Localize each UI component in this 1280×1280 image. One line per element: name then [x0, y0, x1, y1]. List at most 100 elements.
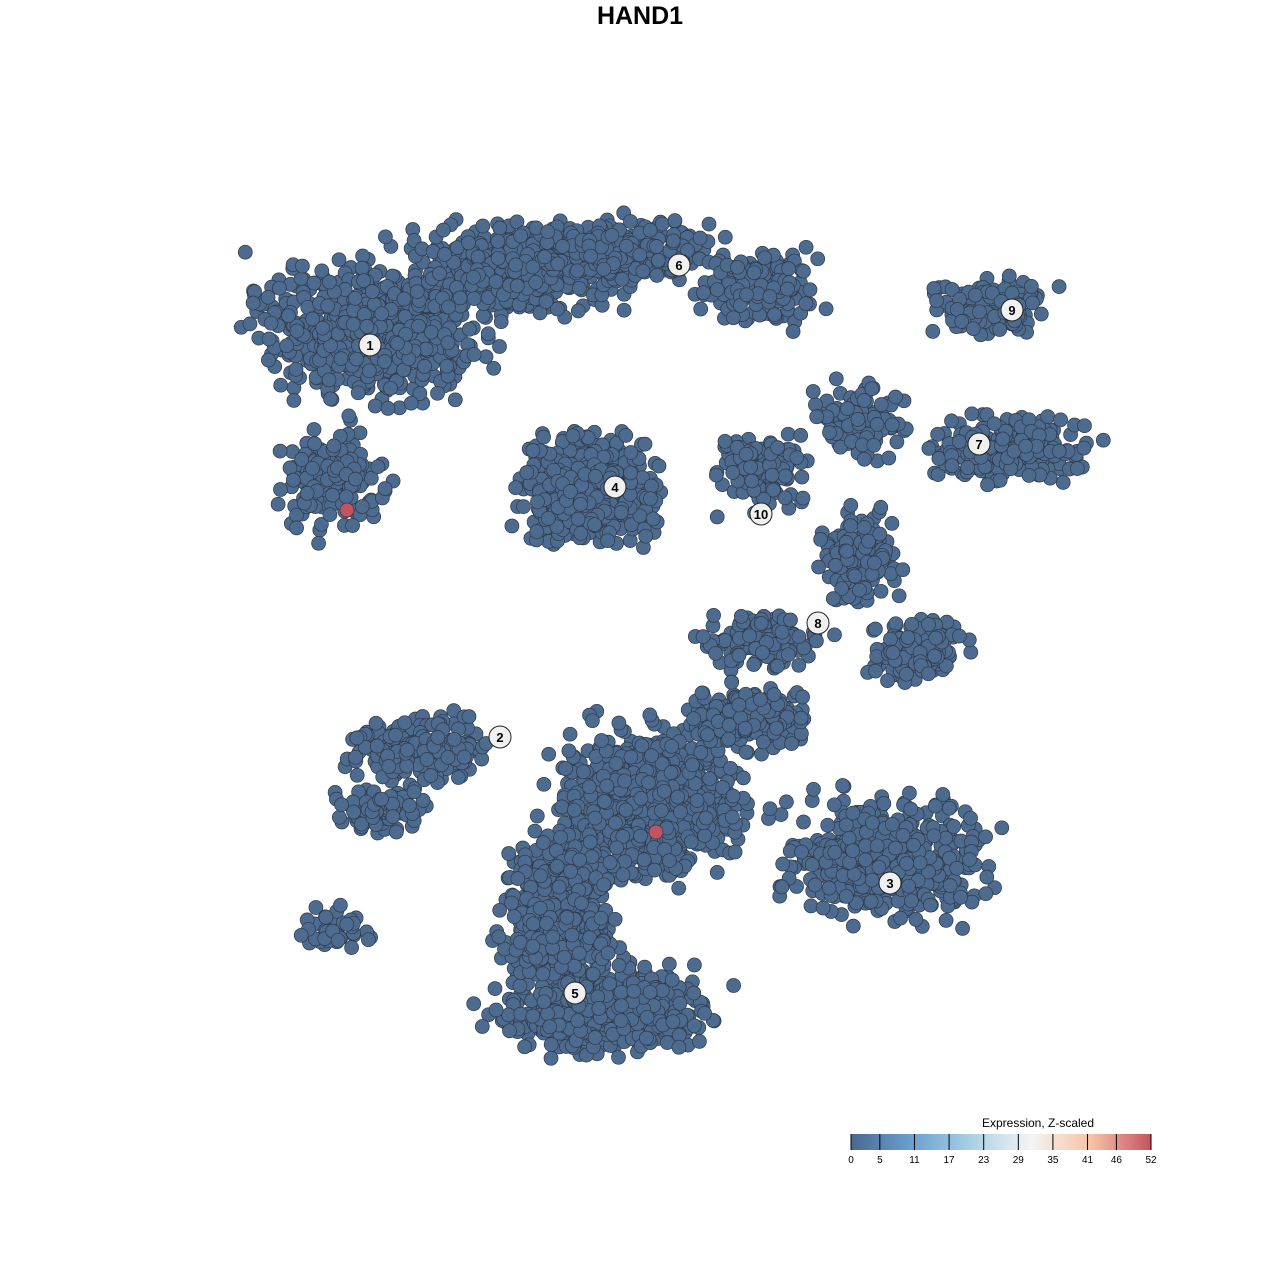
data-point — [390, 336, 405, 351]
data-point — [884, 417, 900, 433]
data-point — [670, 789, 686, 805]
data-point — [643, 491, 658, 507]
data-point — [323, 338, 338, 353]
data-point — [825, 591, 841, 606]
data-point — [809, 633, 824, 649]
data-point — [608, 815, 623, 831]
data-point — [642, 222, 658, 238]
data-point — [811, 559, 826, 575]
data-point — [867, 555, 882, 571]
data-point — [288, 361, 304, 377]
data-point — [767, 307, 782, 322]
data-point — [613, 505, 629, 520]
data-point — [733, 608, 749, 624]
data-point — [480, 326, 496, 342]
data-point — [963, 644, 979, 660]
data-point — [709, 282, 725, 298]
data-point — [861, 533, 876, 549]
data-point — [864, 381, 880, 397]
data-point — [738, 446, 754, 462]
data-point — [456, 749, 472, 765]
data-point — [774, 624, 790, 640]
data-point — [273, 482, 288, 497]
data-point — [451, 770, 466, 785]
data-point — [398, 326, 414, 342]
data-point — [717, 433, 733, 449]
data-point — [856, 451, 872, 467]
data-point — [717, 633, 733, 648]
data-point — [1021, 468, 1037, 483]
data-point — [325, 487, 340, 503]
data-point — [810, 251, 826, 267]
data-point — [649, 268, 665, 283]
data-point — [856, 520, 872, 535]
data-point — [597, 794, 612, 809]
data-point — [777, 490, 793, 506]
data-point — [432, 266, 447, 281]
data-point — [600, 533, 616, 549]
data-point — [349, 730, 365, 746]
data-point — [1051, 279, 1067, 294]
data-point — [615, 867, 631, 883]
data-point — [388, 727, 403, 743]
data-point — [369, 738, 385, 754]
data-point — [633, 828, 648, 844]
data-point — [1053, 412, 1068, 428]
data-point — [430, 385, 445, 401]
data-point — [623, 445, 639, 460]
data-point — [852, 582, 867, 598]
data-point — [397, 715, 413, 731]
data-point — [528, 275, 544, 290]
data-point — [929, 293, 944, 308]
data-point — [972, 304, 987, 320]
data-point — [856, 393, 872, 408]
data-point — [566, 802, 582, 818]
data-point — [847, 568, 863, 584]
data-point — [347, 290, 363, 306]
data-point — [452, 290, 468, 306]
data-point — [349, 351, 364, 367]
data-point — [813, 532, 828, 547]
data-point — [992, 472, 1008, 488]
data-point — [440, 335, 456, 351]
data-point — [550, 256, 566, 272]
data-point — [928, 630, 944, 646]
data-point — [746, 265, 762, 281]
data-point — [780, 647, 796, 663]
data-point — [540, 510, 556, 526]
data-point — [466, 347, 482, 362]
data-point — [525, 443, 541, 458]
data-point — [311, 535, 326, 551]
data-point — [594, 733, 609, 748]
data-point — [461, 321, 477, 337]
data-point — [757, 250, 772, 266]
data-point — [888, 389, 903, 405]
data-point — [683, 834, 699, 850]
data-point — [490, 233, 506, 249]
data-point — [305, 311, 320, 327]
data-point — [570, 303, 586, 319]
data-point — [965, 321, 981, 337]
data-point — [921, 666, 936, 682]
data-point — [1069, 461, 1085, 476]
data-point — [279, 338, 295, 354]
data-point — [430, 730, 446, 745]
data-point — [357, 307, 372, 322]
data-point — [637, 436, 653, 452]
data-point — [995, 431, 1011, 447]
data-point — [509, 278, 525, 294]
data-point — [925, 324, 941, 339]
data-point — [944, 458, 960, 474]
data-point — [697, 828, 713, 843]
data-point — [725, 465, 741, 480]
data-point — [572, 280, 587, 296]
data-point — [348, 471, 363, 487]
data-point — [762, 289, 778, 304]
data-point — [930, 427, 945, 442]
data-point — [527, 823, 543, 839]
data-point — [780, 426, 796, 442]
data-point — [633, 791, 649, 806]
data-point — [889, 434, 905, 450]
data-point — [789, 450, 805, 465]
chart-title: HAND1 — [596, 2, 684, 30]
